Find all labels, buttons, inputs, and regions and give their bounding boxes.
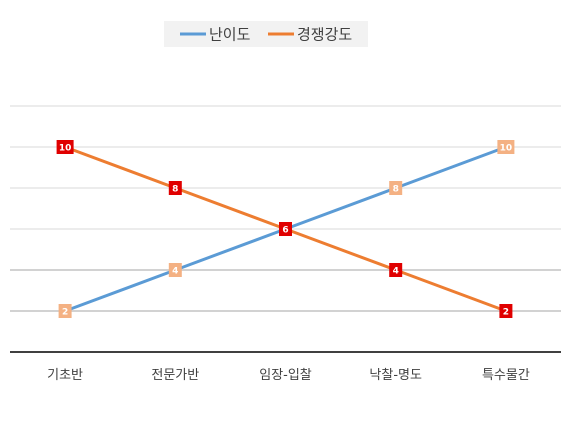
legend-label-1: 경쟁강도 <box>297 26 352 44</box>
data-label-value: 2 <box>503 307 509 317</box>
data-label-s1-1: 8 <box>168 181 182 195</box>
data-label-box <box>56 140 74 154</box>
data-label-box <box>389 263 403 277</box>
legend-label-0: 난이도 <box>209 26 251 44</box>
data-label-box <box>279 222 292 236</box>
data-label-box <box>58 304 72 318</box>
data-label-s0-3: 8 <box>389 181 403 195</box>
data-label-s0-1: 4 <box>168 263 182 277</box>
data-label-s0-4: 10 <box>497 140 515 154</box>
x-tick-label-2: 임장-입찰 <box>259 368 312 383</box>
data-label-box <box>497 140 515 154</box>
data-label-value: 10 <box>500 143 513 153</box>
gridlines <box>10 105 561 312</box>
x-tick-label-4: 특수물간 <box>482 368 530 383</box>
x-tick-label-3: 낙찰-명도 <box>369 368 422 383</box>
data-label-value: 4 <box>393 266 399 276</box>
data-label-box <box>389 181 403 195</box>
data-label-box <box>499 304 513 318</box>
x-tick-label-1: 전문가반 <box>151 368 199 383</box>
data-label-box <box>168 263 182 277</box>
data-label-value: 10 <box>59 143 72 153</box>
data-label-s1-4: 2 <box>499 304 513 318</box>
legend: 난이도 경쟁강도 <box>164 21 368 47</box>
data-labels: 246810108642 <box>56 140 515 318</box>
data-label-s1-2: 6 <box>279 222 292 236</box>
data-label-value: 8 <box>172 184 178 194</box>
data-label-value: 8 <box>393 184 399 194</box>
data-label-s1-0: 10 <box>56 140 74 154</box>
data-label-value: 6 <box>282 225 288 235</box>
data-label-value: 4 <box>172 266 178 276</box>
data-label-s0-0: 2 <box>58 304 72 318</box>
data-label-s1-3: 4 <box>389 263 403 277</box>
data-label-value: 2 <box>62 307 68 317</box>
x-tick-label-0: 기초반 <box>47 368 83 383</box>
data-label-box <box>168 181 182 195</box>
x-axis-labels: 기초반 전문가반 임장-입찰 낙찰-명도 특수물간 <box>47 368 530 383</box>
